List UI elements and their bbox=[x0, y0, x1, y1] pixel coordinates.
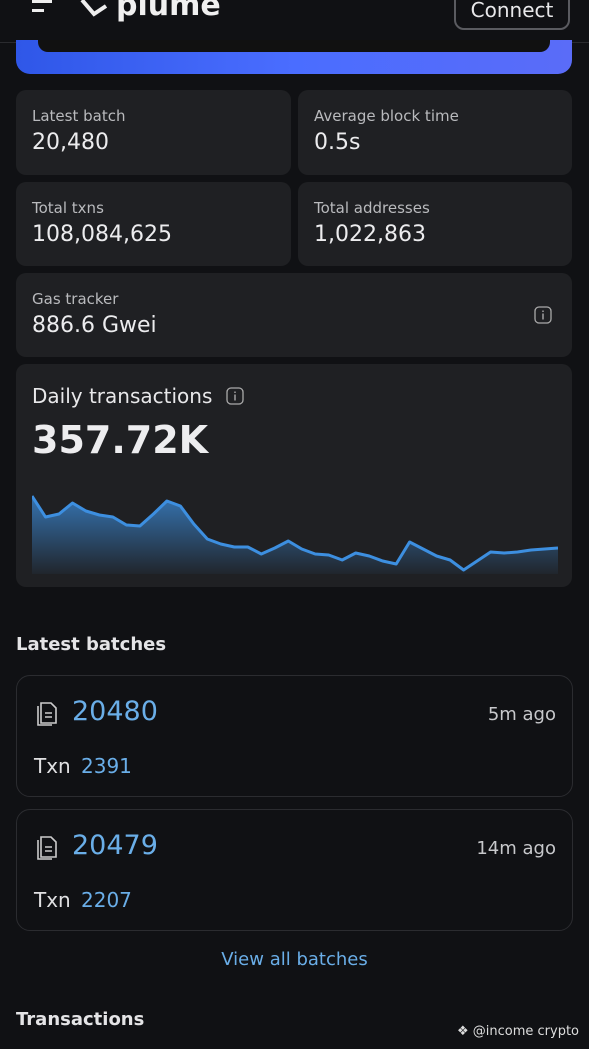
logo-icon bbox=[80, 0, 108, 17]
stat-card: Gas tracker 886.6 Gwei bbox=[16, 273, 572, 357]
banner bbox=[16, 40, 572, 74]
txn-count[interactable]: 2207 bbox=[81, 888, 132, 912]
batch-card: 20480 5m ago Txn 2391 bbox=[16, 675, 573, 797]
watermark: ❖ @income crypto bbox=[456, 1024, 579, 1039]
chart-label: Daily transactions bbox=[32, 384, 213, 408]
section-title: Latest batches bbox=[16, 634, 167, 655]
sparkline bbox=[32, 495, 558, 574]
stat-value: 0.5s bbox=[314, 130, 361, 155]
section-title: Transactions bbox=[16, 1009, 145, 1030]
stat-value: 108,084,625 bbox=[32, 222, 172, 247]
chart-value: 357.72K bbox=[32, 418, 209, 462]
watermark-text: @income crypto bbox=[472, 1024, 579, 1039]
batch-age: 5m ago bbox=[487, 704, 556, 725]
stat-value: 20,480 bbox=[32, 130, 109, 155]
sparkline-line bbox=[32, 495, 558, 572]
stat-card: Total txns 108,084,625 bbox=[16, 182, 291, 266]
stat-label: Total txns bbox=[32, 199, 104, 217]
batch-age: 14m ago bbox=[476, 838, 556, 859]
brand: plume bbox=[116, 0, 221, 23]
chart-card: Daily transactions 357.72K bbox=[16, 364, 572, 587]
info-icon[interactable] bbox=[226, 387, 244, 405]
stat-label: Latest batch bbox=[32, 107, 126, 125]
batch-card: 20479 14m ago Txn 2207 bbox=[16, 809, 573, 931]
batch-number[interactable]: 20479 bbox=[72, 830, 158, 861]
stat-label: Gas tracker bbox=[32, 290, 119, 308]
menu-icon[interactable] bbox=[30, 0, 56, 16]
stat-card: Total addresses 1,022,863 bbox=[298, 182, 572, 266]
info-icon[interactable] bbox=[534, 306, 552, 324]
txn-label: Txn bbox=[34, 754, 71, 778]
doc-icon bbox=[37, 702, 57, 726]
stat-label: Average block time bbox=[314, 107, 459, 125]
connect-button[interactable]: Connect bbox=[454, 0, 570, 30]
doc-icon bbox=[37, 836, 57, 860]
stat-value: 886.6 Gwei bbox=[32, 313, 157, 338]
txn-count[interactable]: 2391 bbox=[81, 754, 132, 778]
txn-label: Txn bbox=[34, 888, 71, 912]
stat-value: 1,022,863 bbox=[314, 222, 426, 247]
stat-label: Total addresses bbox=[314, 199, 430, 217]
view-all-link[interactable]: View all batches bbox=[221, 949, 368, 970]
sparkline-area bbox=[32, 496, 558, 574]
batch-number[interactable]: 20480 bbox=[72, 696, 158, 727]
stat-card: Latest batch 20,480 bbox=[16, 90, 291, 175]
stat-card: Average block time 0.5s bbox=[298, 90, 572, 175]
